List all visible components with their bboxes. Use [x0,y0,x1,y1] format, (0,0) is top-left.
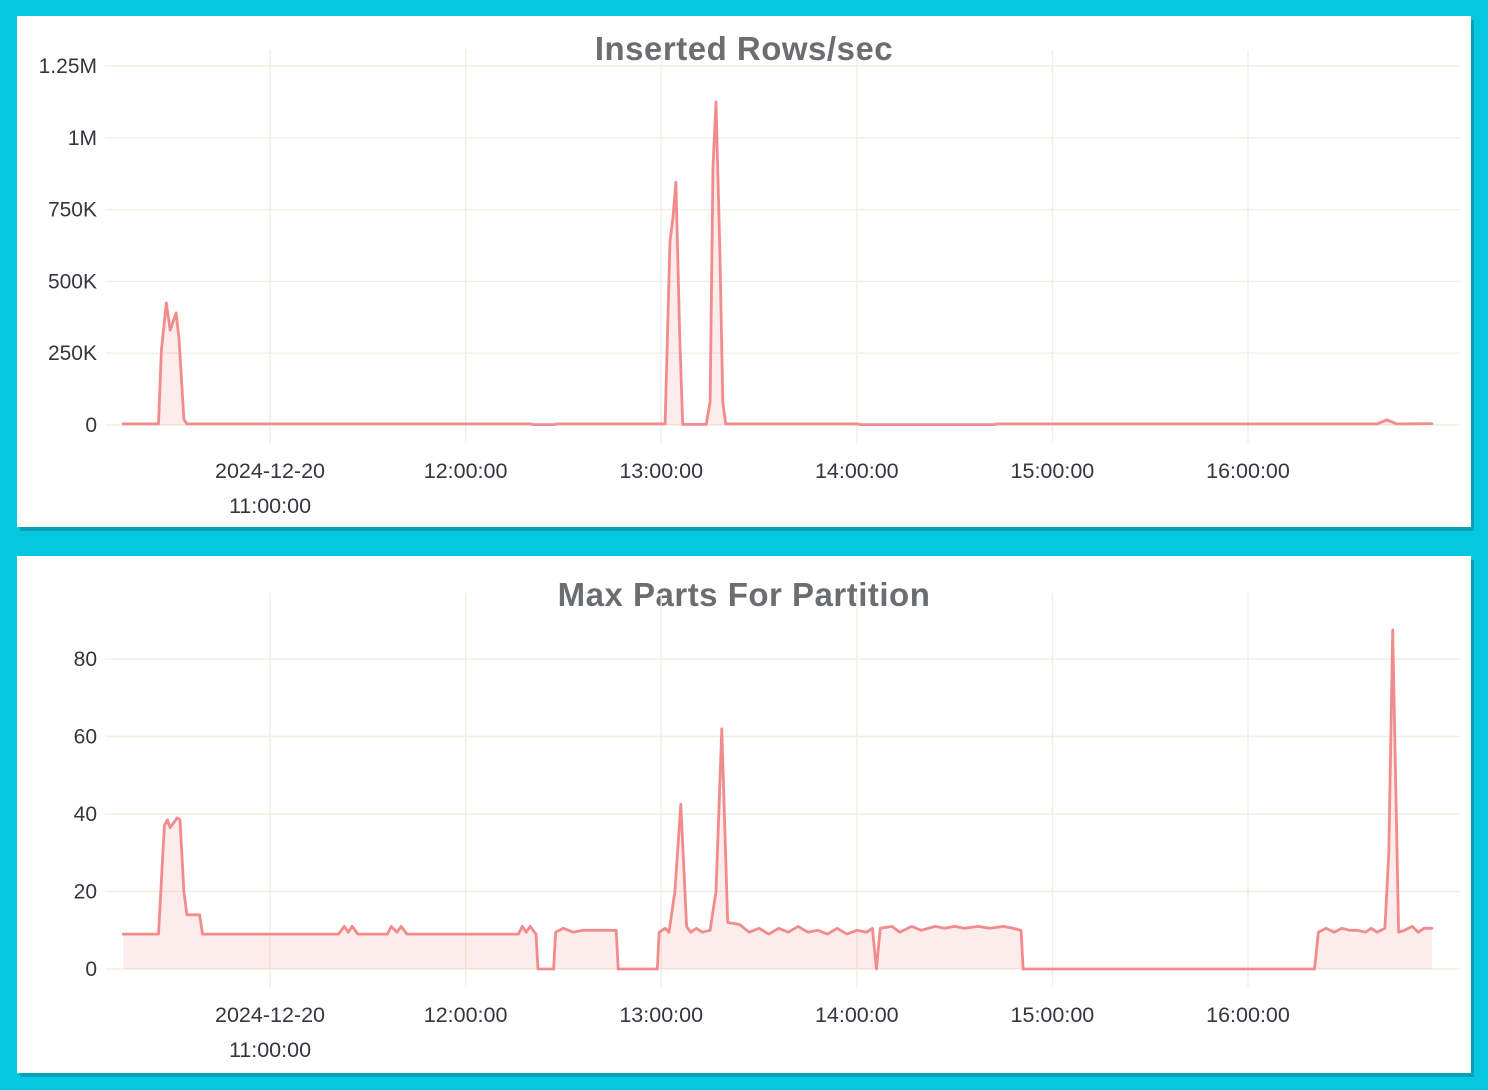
x-tick-label: 15:00:00 [1011,459,1095,483]
y-tick-label: 1.25M [39,55,97,78]
y-tick-label: 20 [74,881,97,904]
y-tick-label: 250K [48,342,97,365]
series-line [121,628,1434,971]
x-tick-label: 14:00:00 [815,459,899,483]
max-parts-chart: 2024-12-20 11:00:00 12:00:00 13:00:00 14:00:… [74,593,1460,1062]
y-tick-label: 80 [74,648,97,671]
x-tick-label: 15:00:00 [1011,1003,1095,1027]
y-tick-label: 500K [48,270,97,293]
chart-title-max-parts: Max Parts For Partition [557,576,931,613]
x-tick-label: 14:00:00 [815,1003,899,1027]
x-tick-label: 12:00:00 [424,1003,508,1027]
x-tick-label: 11:00:00 [229,1038,311,1062]
x-tick-label: 13:00:00 [619,1003,703,1027]
x-tick-label: 16:00:00 [1206,459,1290,483]
x-tick-label: 11:00:00 [229,494,311,518]
y-tick-label: 60 [74,726,97,749]
y-tick-label: 0 [85,958,97,981]
chart-panel-max-parts: Max Parts For Partition 2024-12-20 11:00:… [17,556,1471,1073]
x-tick-label: 2024-12-20 [215,1003,325,1027]
x-tick-label: 2024-12-20 [215,459,325,483]
x-tick-label: 12:00:00 [424,459,508,483]
series-line [121,100,1434,426]
x-tick-label: 16:00:00 [1206,1003,1290,1027]
y-tick-label: 0 [85,414,97,437]
x-tick-label: 13:00:00 [619,459,703,483]
inserted-rows-chart: 2024-12-20 11:00:00 12:00:00 13:00:00 14:00:… [39,50,1460,518]
y-tick-label: 1M [68,127,97,150]
chart-title-inserted-rows: Inserted Rows/sec [594,30,894,67]
chart-panel-inserted-rows: Inserted Rows/sec 2024-12-20 11:00:00 12:0… [17,16,1471,527]
y-tick-label: 750K [48,199,97,222]
y-tick-label: 40 [74,803,97,826]
series-area [123,101,1432,426]
series-area [123,629,1432,969]
